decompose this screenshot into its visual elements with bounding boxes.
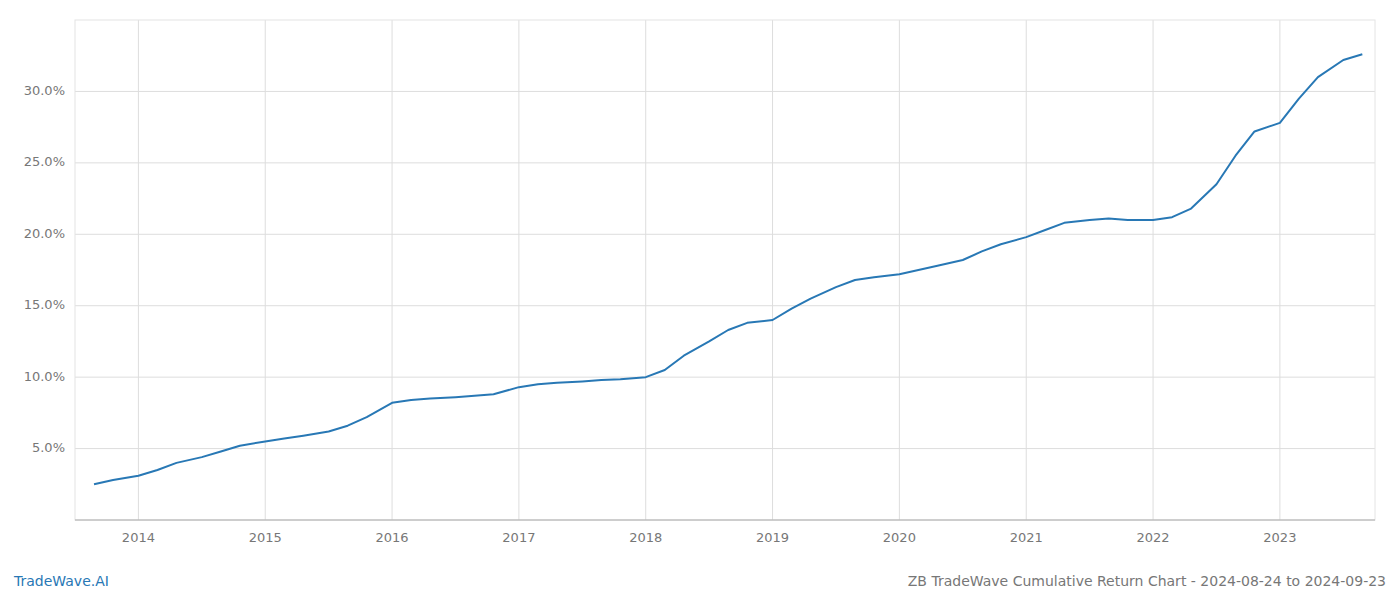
y-grid-line	[75, 234, 1375, 235]
x-grid-line	[392, 20, 393, 520]
x-tick-label: 2020	[883, 530, 916, 545]
plot-frame	[75, 20, 1375, 520]
x-grid-line	[1279, 20, 1280, 520]
x-grid-line	[265, 20, 266, 520]
x-grid-line	[772, 20, 773, 520]
grid	[75, 20, 1375, 520]
y-tick-label: 30.0%	[24, 83, 65, 98]
watermark: TradeWave.AI	[13, 573, 109, 589]
title: ZB TradeWave Cumulative Return Chart - 2…	[908, 573, 1386, 589]
return-line	[94, 54, 1362, 484]
y-tick-label: 25.0%	[24, 154, 65, 169]
y-grid-line	[75, 305, 1375, 306]
x-tick-label: 2014	[122, 530, 155, 545]
x-grid-line	[518, 20, 519, 520]
x-tick-label: 2015	[249, 530, 282, 545]
x-tick-label: 2018	[629, 530, 662, 545]
x-tick-label: 2023	[1263, 530, 1296, 545]
x-tick-label: 2022	[1137, 530, 1170, 545]
y-tick-label: 10.0%	[24, 369, 65, 384]
plot-area	[94, 54, 1362, 484]
chart: 5.0% 10.0% 15.0% 20.0% 25.0% 30.0% 2014 2015 201…	[0, 0, 1400, 600]
x-axis-line	[75, 520, 1375, 521]
x-grid-line	[1153, 20, 1154, 520]
y-grid-line	[75, 377, 1375, 378]
axes: 5.0% 10.0% 15.0% 20.0% 25.0% 30.0% 2014 2015 201…	[24, 20, 1375, 545]
x-grid-line	[899, 20, 900, 520]
x-tick-label: 2016	[376, 530, 409, 545]
y-tick-label: 20.0%	[24, 226, 65, 241]
x-grid-line	[1026, 20, 1027, 520]
x-grid-line	[645, 20, 646, 520]
y-grid-line	[75, 162, 1375, 163]
x-tick-label: 2019	[756, 530, 789, 545]
y-tick-label: 15.0%	[24, 297, 65, 312]
x-tick-label: 2021	[1010, 530, 1043, 545]
x-tick-label: 2017	[502, 530, 535, 545]
y-grid-line	[75, 448, 1375, 449]
x-grid-line	[138, 20, 139, 520]
y-grid-line	[75, 91, 1375, 92]
y-tick-label: 5.0%	[32, 440, 65, 455]
